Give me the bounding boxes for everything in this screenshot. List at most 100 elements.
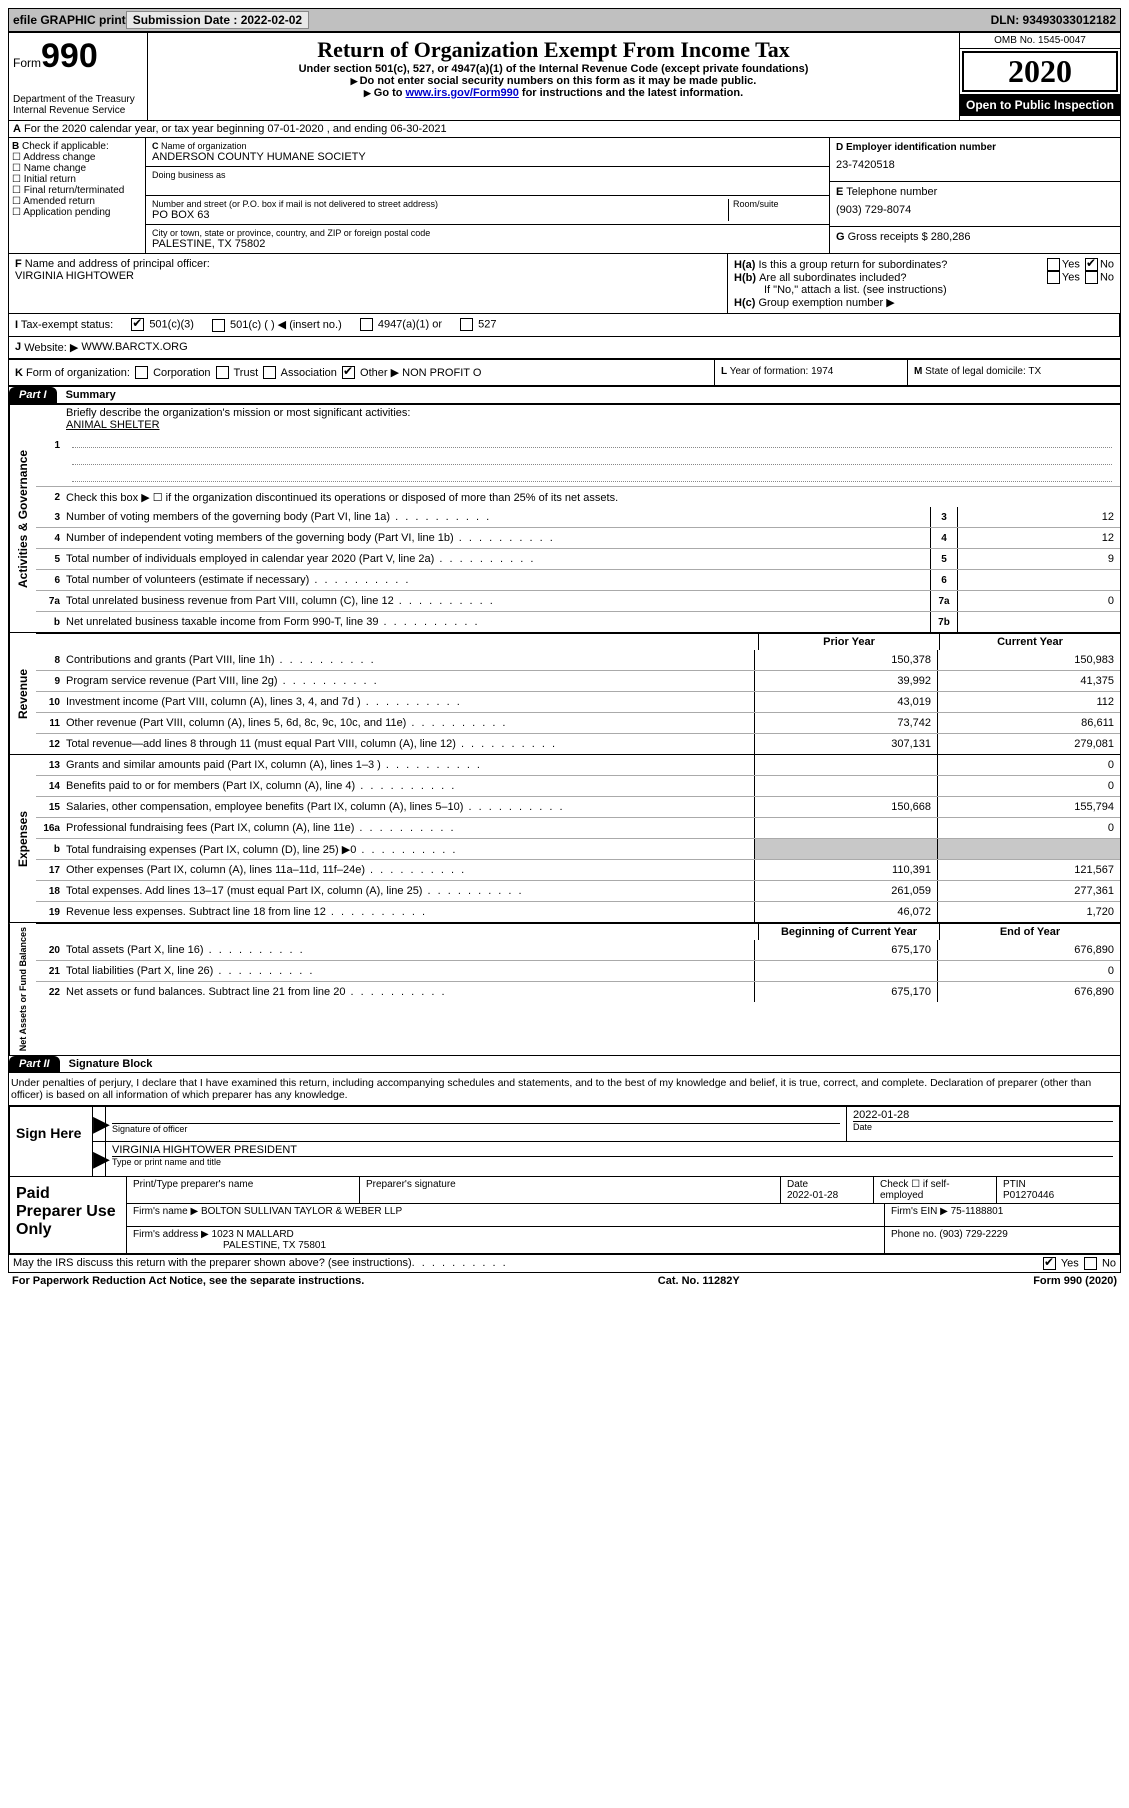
form-title: Return of Organization Exempt From Incom… [152, 37, 955, 63]
paid-preparer-label: Paid Preparer Use Only [10, 1177, 127, 1253]
hb-note: If "No," attach a list. (see instruction… [734, 284, 1114, 296]
box-b: B Check if applicable: ☐ Address change … [9, 138, 146, 253]
ha-yes[interactable] [1047, 258, 1060, 271]
submission-date-btn[interactable]: Submission Date : 2022-02-02 [126, 11, 309, 29]
section-b-through-g: B Check if applicable: ☐ Address change … [9, 138, 1120, 254]
summary-line-14: 14 Benefits paid to or for members (Part… [36, 775, 1120, 796]
hb-no[interactable] [1085, 271, 1098, 284]
form-subtitle: Under section 501(c), 527, or 4947(a)(1)… [152, 63, 955, 75]
ein-value: 23-7420518 [836, 153, 1114, 177]
ssn-note: Do not enter social security numbers on … [152, 75, 955, 87]
ha-no[interactable] [1085, 258, 1098, 271]
section-j: J Website: ▶ WWW.BARCTX.ORG [9, 337, 1120, 360]
summary-line-7a: 7a Total unrelated business revenue from… [36, 590, 1120, 611]
paid-preparer-block: Paid Preparer Use Only Print/Type prepar… [9, 1177, 1120, 1254]
chk-amended[interactable]: ☐ Amended return [12, 196, 142, 207]
chk-address-change[interactable]: ☐ Address change [12, 152, 142, 163]
part-ii-header: Part II Signature Block [9, 1056, 1120, 1073]
summary-line-10: 10 Investment income (Part VIII, column … [36, 691, 1120, 712]
penalty-text: Under penalties of perjury, I declare th… [9, 1073, 1120, 1105]
cat-no: Cat. No. 11282Y [658, 1275, 740, 1287]
section-f-h: F Name and address of principal officer:… [9, 254, 1120, 314]
sign-here-label: Sign Here [10, 1107, 93, 1176]
other-org-type: NON PROFIT O [402, 367, 481, 379]
activities-governance: Activities & Governance 1 Briefly descri… [9, 404, 1120, 632]
section-k-l-m: K Form of organization: Corporation Trus… [9, 360, 1120, 388]
room-suite-label: Room/suite [728, 199, 823, 221]
summary-line-12: 12 Total revenue—add lines 8 through 11 … [36, 733, 1120, 754]
tax-year: 2020 [962, 51, 1118, 92]
prep-self-employed[interactable]: Check ☐ if self-employed [874, 1177, 997, 1203]
line-a: A For the 2020 calendar year, or tax yea… [9, 121, 1120, 138]
chk-trust[interactable] [216, 366, 229, 379]
vtab-netassets: Net Assets or Fund Balances [9, 923, 36, 1055]
sig-officer-label: Signature of officer [112, 1124, 840, 1134]
efile-label: efile GRAPHIC print [13, 13, 126, 27]
hdr-prior-year: Prior Year [758, 634, 939, 650]
summary-line-3: 3 Number of voting members of the govern… [36, 507, 1120, 527]
prep-sig-label: Preparer's signature [360, 1177, 781, 1203]
hdr-current-year: Current Year [939, 634, 1120, 650]
prep-date: 2022-01-28 [787, 1190, 838, 1201]
summary-line-6: 6 Total number of volunteers (estimate i… [36, 569, 1120, 590]
firm-ein: 75-1188801 [951, 1206, 1004, 1217]
chk-4947[interactable] [360, 318, 373, 331]
chk-other[interactable] [342, 366, 355, 379]
summary-line-22: 22 Net assets or fund balances. Subtract… [36, 981, 1120, 1002]
org-name: ANDERSON COUNTY HUMANE SOCIETY [152, 151, 823, 163]
website-value: WWW.BARCTX.ORG [81, 341, 187, 354]
expenses-section: Expenses 13 Grants and similar amounts p… [9, 754, 1120, 922]
chk-app-pending[interactable]: ☐ Application pending [12, 207, 142, 218]
section-i: I Tax-exempt status: 501(c)(3) 501(c) ( … [9, 314, 1120, 337]
paperwork-notice: For Paperwork Reduction Act Notice, see … [12, 1275, 364, 1287]
chk-assoc[interactable] [263, 366, 276, 379]
sign-arrow-icon-2: ▶ [93, 1142, 106, 1176]
chk-501c3[interactable] [131, 318, 144, 331]
chk-527[interactable] [460, 318, 473, 331]
officer-name: VIRGINIA HIGHTOWER PRESIDENT [112, 1144, 1113, 1157]
summary-line-13: 13 Grants and similar amounts paid (Part… [36, 755, 1120, 775]
summary-line-18: 18 Total expenses. Add lines 13–17 (must… [36, 880, 1120, 901]
summary-line-19: 19 Revenue less expenses. Subtract line … [36, 901, 1120, 922]
firm-phone: (903) 729-2229 [939, 1229, 1007, 1240]
summary-line-5: 5 Total number of individuals employed i… [36, 548, 1120, 569]
revenue-section: Revenue Prior Year Current Year 8 Contri… [9, 632, 1120, 754]
omb-number: OMB No. 1545-0047 [960, 33, 1120, 49]
principal-officer: VIRGINIA HIGHTOWER [15, 270, 134, 282]
chk-initial-return[interactable]: ☐ Initial return [12, 174, 142, 185]
goto-note: Go to www.irs.gov/Form990 for instructio… [152, 87, 955, 99]
chk-final-return[interactable]: ☐ Final return/terminated [12, 185, 142, 196]
discuss-yes[interactable] [1043, 1257, 1056, 1270]
summary-line-15: 15 Salaries, other compensation, employe… [36, 796, 1120, 817]
officer-name-label: Type or print name and title [112, 1157, 1113, 1167]
chk-501c[interactable] [212, 319, 225, 332]
netassets-section: Net Assets or Fund Balances Beginning of… [9, 922, 1120, 1056]
mission-text: ANIMAL SHELTER [66, 419, 160, 431]
vtab-expenses: Expenses [9, 755, 36, 922]
state-domicile: TX [1028, 366, 1041, 377]
open-public-badge: Open to Public Inspection [960, 94, 1120, 116]
part-i-header: Part I Summary [9, 387, 1120, 404]
discuss-no[interactable] [1084, 1257, 1097, 1270]
firm-address-2: PALESTINE, TX 75801 [133, 1240, 326, 1251]
sign-arrow-icon: ▶ [93, 1107, 106, 1141]
form-header: Form990 Department of the Treasury Inter… [9, 33, 1120, 121]
box-h: H(a) Is this a group return for subordin… [728, 254, 1120, 313]
summary-line-20: 20 Total assets (Part X, line 16) 675,17… [36, 940, 1120, 960]
chk-name-change[interactable]: ☐ Name change [12, 163, 142, 174]
hb-yes[interactable] [1047, 271, 1060, 284]
year-formation: 1974 [811, 366, 833, 377]
irs-link[interactable]: www.irs.gov/Form990 [406, 87, 519, 99]
firm-address: 1023 N MALLARD [212, 1229, 294, 1240]
gross-receipts: 280,286 [931, 231, 971, 243]
summary-line-b: b Net unrelated business taxable income … [36, 611, 1120, 632]
hdr-begin-year: Beginning of Current Year [758, 924, 939, 940]
hdr-end-year: End of Year [939, 924, 1120, 940]
prep-name-label: Print/Type preparer's name [127, 1177, 360, 1203]
discuss-row: May the IRS discuss this return with the… [9, 1254, 1120, 1272]
sign-here-block: Sign Here ▶ Signature of officer 2022-01… [9, 1105, 1120, 1177]
chk-corp[interactable] [135, 366, 148, 379]
telephone-value: (903) 729-8074 [836, 198, 1114, 222]
summary-line-17: 17 Other expenses (Part IX, column (A), … [36, 859, 1120, 880]
ptin-value: P01270446 [1003, 1190, 1054, 1201]
